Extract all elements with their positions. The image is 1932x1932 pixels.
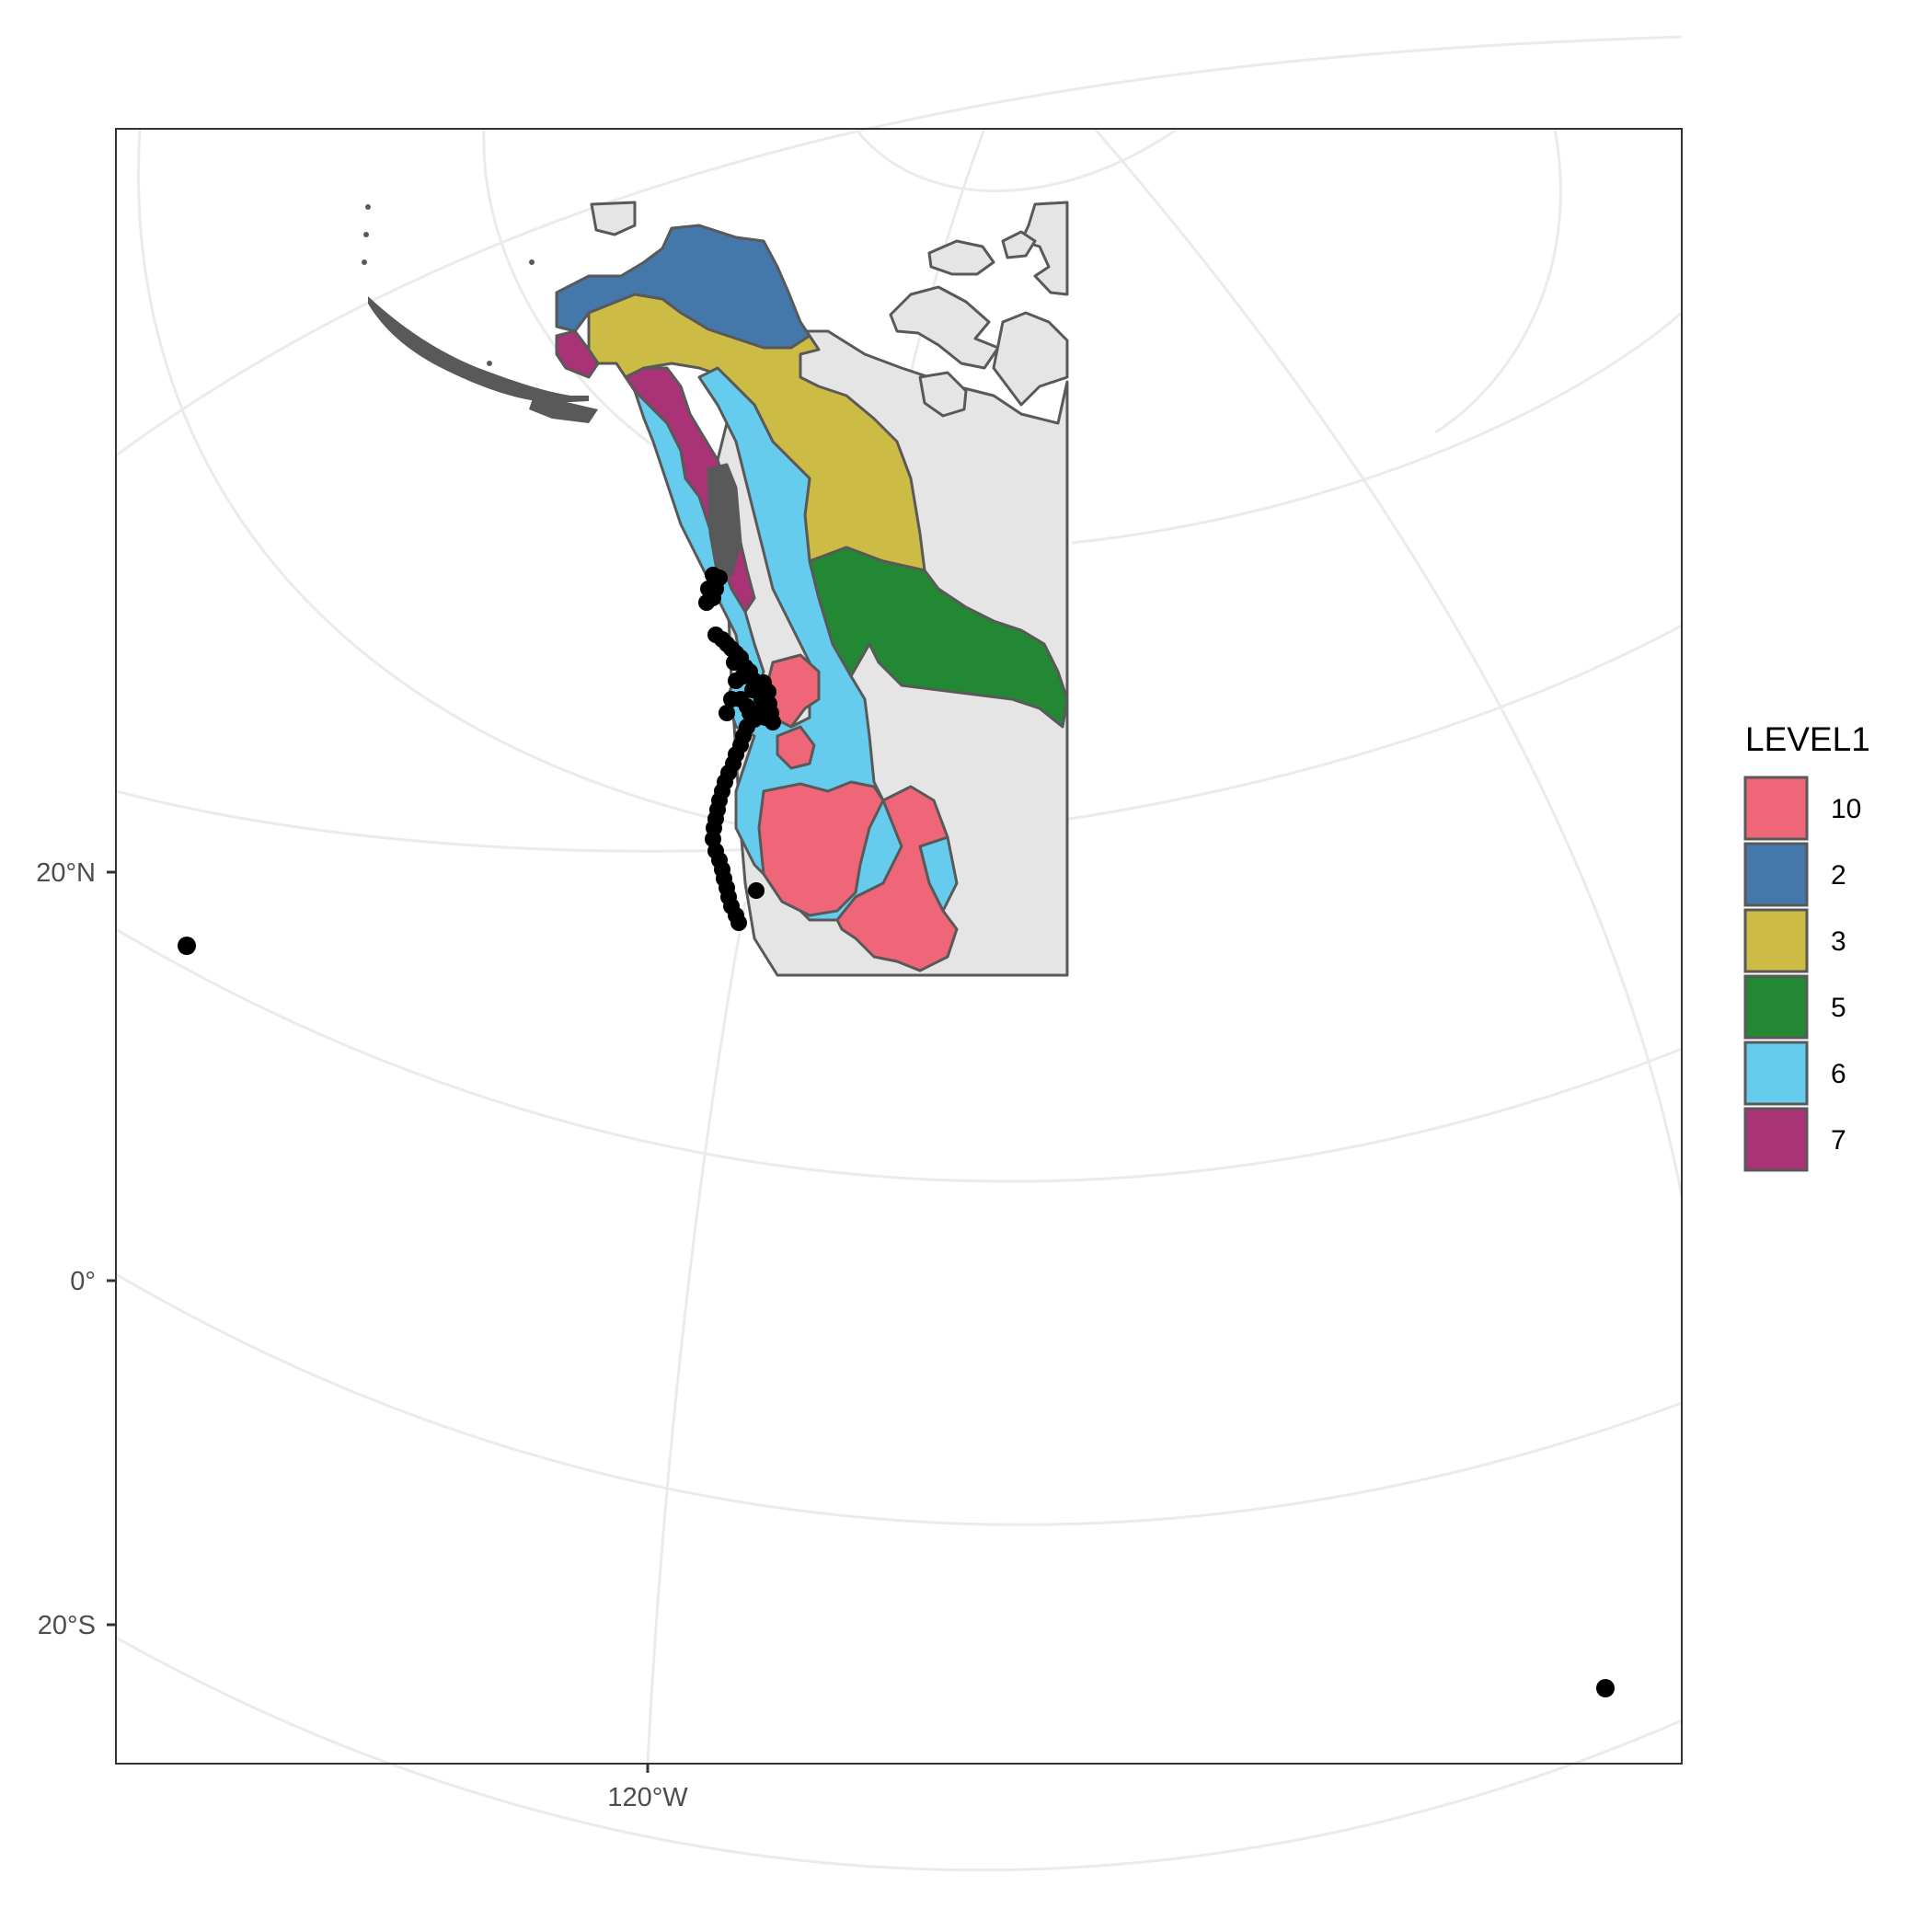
arctic-island-4 [927, 239, 995, 276]
legend-key-6 [1743, 1041, 1809, 1106]
legend: LEVEL1 10 2 3 5 6 7 [1743, 720, 1870, 1172]
observation-point [723, 691, 740, 707]
x-axis: 120°W [607, 1764, 688, 1812]
observation-point [746, 705, 763, 721]
coast-strip [707, 463, 742, 577]
legend-label-7: 7 [1831, 1125, 1846, 1156]
observation-point [748, 882, 765, 899]
y-tick-label: 0° [70, 1267, 96, 1296]
arctic-island-2 [889, 285, 1000, 370]
observation-point [719, 705, 735, 721]
x-tick-label: 120°W [607, 1783, 688, 1812]
legend-key-7 [1743, 1107, 1809, 1172]
legend-label-3: 3 [1831, 926, 1846, 957]
legend-title: LEVEL1 [1745, 720, 1870, 758]
observation-point [765, 714, 781, 730]
legend-key-2 [1743, 842, 1809, 907]
observation-point [707, 581, 724, 597]
observation-point [1596, 1679, 1615, 1697]
arctic-island-3 [992, 311, 1069, 407]
alaska-north-island [590, 201, 637, 236]
region-10 [757, 653, 959, 972]
plot-border [115, 128, 1683, 1765]
arctic-island-5 [1001, 230, 1037, 259]
observation-point [730, 914, 747, 931]
y-tick-label: 20°S [38, 1611, 96, 1640]
arctic-island-6 [918, 371, 968, 418]
legend-label-10: 10 [1831, 794, 1861, 824]
ecoregions [555, 224, 1069, 972]
observation-point [178, 937, 196, 955]
legend-label-6: 6 [1831, 1059, 1846, 1089]
legend-key-10 [1743, 776, 1809, 841]
y-axis: 20°N 0° 20°S [36, 858, 116, 1640]
legend-label-2: 2 [1831, 860, 1846, 891]
y-tick-label: 20°N [36, 858, 96, 888]
region-3 [587, 293, 926, 572]
observation-point [728, 673, 744, 689]
aleutian-islands [362, 204, 598, 423]
observation-points [178, 567, 1615, 1697]
legend-key-5 [1743, 974, 1809, 1040]
arctic-islands [1019, 201, 1069, 296]
legend-label-5: 5 [1831, 993, 1846, 1023]
region-5 [808, 546, 1069, 729]
legend-key-3 [1743, 908, 1809, 973]
